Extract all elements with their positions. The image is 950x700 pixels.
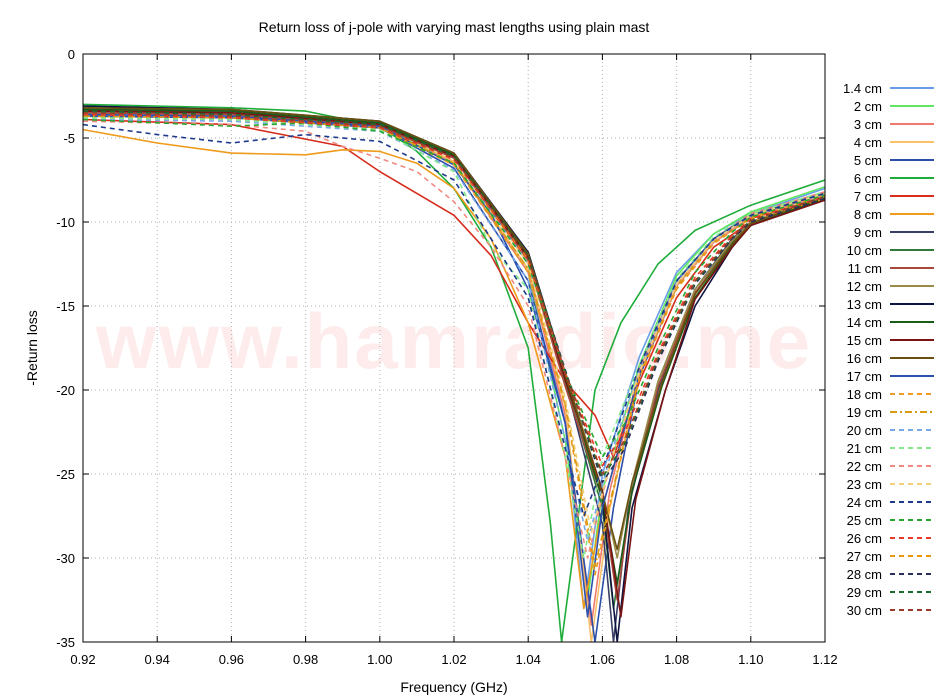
- y-tick-label: -20: [56, 383, 75, 398]
- legend-item: 24 cm: [847, 495, 934, 510]
- legend-label: 27 cm: [847, 549, 882, 564]
- x-axis-label: Frequency (GHz): [400, 679, 507, 695]
- legend-item: 26 cm: [847, 531, 934, 546]
- legend-label: 7 cm: [854, 189, 882, 204]
- legend-item: 19 cm: [847, 405, 934, 420]
- chart-title: Return loss of j-pole with varying mast …: [259, 19, 650, 35]
- series-line-7: [83, 118, 825, 459]
- legend-label: 30 cm: [847, 603, 882, 618]
- legend-label: 29 cm: [847, 585, 882, 600]
- legend: 1.4 cm 2 cm 3 cm 4 cm 5 cm 6 cm 7 cm 8 cm 9 cm 10…: [843, 81, 934, 618]
- legend-label: 18 cm: [847, 387, 882, 402]
- series-line-19: [83, 115, 825, 568]
- legend-label: 23 cm: [847, 477, 882, 492]
- series-line-22: [83, 120, 825, 559]
- legend-label: 15 cm: [847, 333, 882, 348]
- y-axis-ticks: 0 -5 -10 -15 -20 -25 -30 -35: [56, 47, 825, 650]
- legend-label: 28 cm: [847, 567, 882, 582]
- legend-item: 30 cm: [847, 603, 934, 618]
- legend-label: 19 cm: [847, 405, 882, 420]
- legend-label: 3 cm: [854, 117, 882, 132]
- x-tick-label: 1.06: [590, 652, 615, 667]
- legend-label: 1.4 cm: [843, 81, 882, 96]
- legend-label: 17 cm: [847, 369, 882, 384]
- legend-item: 14 cm: [847, 315, 934, 330]
- legend-item: 28 cm: [847, 567, 934, 582]
- legend-item: 6 cm: [854, 171, 934, 186]
- x-tick-label: 0.98: [293, 652, 318, 667]
- legend-item: 16 cm: [847, 351, 934, 366]
- legend-item: 12 cm: [847, 279, 934, 294]
- x-tick-label: 1.00: [367, 652, 392, 667]
- legend-item: 13 cm: [847, 297, 934, 312]
- legend-label: 24 cm: [847, 495, 882, 510]
- x-tick-label: 1.12: [812, 652, 837, 667]
- legend-label: 13 cm: [847, 297, 882, 312]
- legend-label: 6 cm: [854, 171, 882, 186]
- legend-item: 29 cm: [847, 585, 934, 600]
- legend-item: 1.4 cm: [843, 81, 934, 96]
- y-tick-label: -15: [56, 299, 75, 314]
- legend-item: 3 cm: [854, 117, 934, 132]
- legend-item: 22 cm: [847, 459, 934, 474]
- legend-label: 14 cm: [847, 315, 882, 330]
- legend-item: 27 cm: [847, 549, 934, 564]
- legend-label: 21 cm: [847, 441, 882, 456]
- legend-label: 22 cm: [847, 459, 882, 474]
- legend-label: 25 cm: [847, 513, 882, 528]
- y-tick-label: -10: [56, 215, 75, 230]
- legend-label: 9 cm: [854, 225, 882, 240]
- legend-label: 8 cm: [854, 207, 882, 222]
- legend-item: 25 cm: [847, 513, 934, 528]
- x-tick-label: 1.10: [738, 652, 763, 667]
- legend-item: 8 cm: [854, 207, 934, 222]
- legend-item: 23 cm: [847, 477, 934, 492]
- legend-label: 10 cm: [847, 243, 882, 258]
- legend-item: 7 cm: [854, 189, 934, 204]
- series-layer: [83, 103, 825, 642]
- series-line-24: [83, 123, 825, 517]
- legend-label: 11 cm: [848, 261, 882, 276]
- y-tick-label: -35: [56, 635, 75, 650]
- legend-item: 17 cm: [847, 369, 934, 384]
- legend-item: 4 cm: [854, 135, 934, 150]
- y-axis-label: -Return loss: [24, 310, 40, 385]
- legend-item: 20 cm: [847, 423, 934, 438]
- series-line-16: [83, 107, 825, 551]
- legend-item: 2 cm: [854, 99, 934, 114]
- legend-item: 9 cm: [854, 225, 934, 240]
- legend-label: 5 cm: [854, 153, 882, 168]
- y-tick-label: -30: [56, 551, 75, 566]
- y-tick-label: 0: [68, 47, 75, 62]
- legend-item: 21 cm: [847, 441, 934, 456]
- x-tick-label: 0.92: [70, 652, 95, 667]
- x-tick-label: 1.04: [516, 652, 541, 667]
- legend-label: 16 cm: [847, 351, 882, 366]
- series-line-30: [83, 112, 825, 475]
- x-tick-label: 0.94: [145, 652, 170, 667]
- legend-label: 12 cm: [847, 279, 882, 294]
- series-line-26: [83, 113, 825, 467]
- legend-item: 11 cm: [848, 261, 934, 276]
- y-tick-label: -25: [56, 467, 75, 482]
- x-tick-label: 1.02: [441, 652, 466, 667]
- legend-item: 15 cm: [847, 333, 934, 348]
- x-tick-label: 0.96: [219, 652, 244, 667]
- legend-item: 5 cm: [854, 153, 934, 168]
- y-tick-label: -5: [63, 131, 75, 146]
- legend-label: 26 cm: [847, 531, 882, 546]
- legend-label: 20 cm: [847, 423, 882, 438]
- legend-item: 18 cm: [847, 387, 934, 402]
- x-axis-ticks: 0.92 0.94 0.96 0.98 1.00 1.02 1.04 1.06 1.08 1.10…: [70, 54, 838, 667]
- legend-label: 4 cm: [854, 135, 882, 150]
- legend-item: 10 cm: [847, 243, 934, 258]
- x-tick-label: 1.08: [664, 652, 689, 667]
- legend-label: 2 cm: [854, 99, 882, 114]
